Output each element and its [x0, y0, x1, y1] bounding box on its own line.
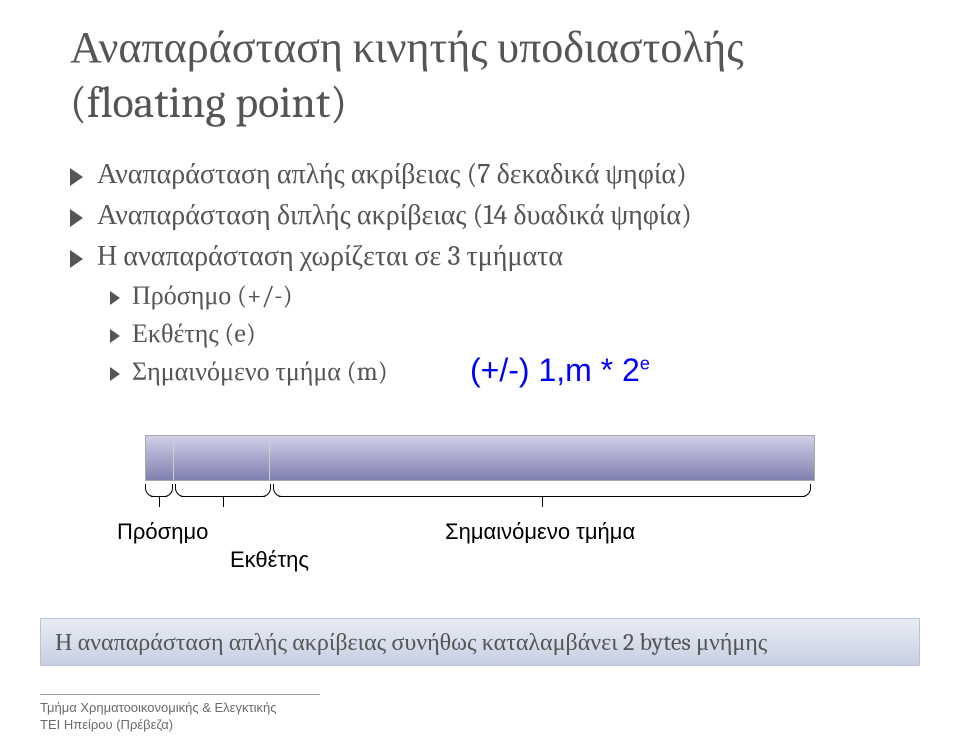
- bullet-level2: Εκθέτης (e): [110, 319, 920, 349]
- formula-exponent: e: [640, 353, 650, 373]
- formula: (+/-) 1,m * 2e: [470, 352, 650, 389]
- footer-rule: [40, 694, 320, 695]
- brace-exponent: [175, 481, 271, 509]
- segment-sign: [146, 436, 174, 480]
- bullet-text: Αναπαράσταση απλής ακρίβειας (7 δεκαδικά…: [97, 158, 687, 191]
- footer-line-2: ΤΕΙ Ηπείρου (Πρέβεζα): [40, 717, 276, 734]
- bullet-level1: Αναπαράσταση διπλής ακρίβειας (14 δυαδικ…: [70, 199, 920, 232]
- bullet-level2: Πρόσημο (+/-): [110, 281, 920, 311]
- bullet-level1: Η αναπαράσταση χωρίζεται σε 3 τμήματα: [70, 240, 920, 273]
- bullet-text: Η αναπαράσταση χωρίζεται σε 3 τμήματα: [97, 240, 563, 273]
- diagram-labels: Πρόσημο Εκθέτης Σημαινόμενο τμήμα: [145, 517, 815, 577]
- slide-title: Αναπαράσταση κινητής υποδιαστολής (float…: [70, 20, 920, 130]
- brace-row: [145, 481, 815, 517]
- bullet-text: Σημαινόμενο τμήμα (m): [132, 357, 388, 387]
- triangle-icon: [70, 209, 83, 227]
- triangle-icon: [110, 291, 120, 305]
- bullet-text: Αναπαράσταση διπλής ακρίβειας (14 δυαδικ…: [97, 199, 692, 232]
- segment-mantissa: [270, 436, 814, 480]
- label-mantissa: Σημαινόμενο τμήμα: [445, 519, 635, 545]
- label-exponent: Εκθέτης: [230, 547, 309, 573]
- footer: Τμήμα Χρηματοοικονομικής & Ελεγκτικής ΤΕ…: [40, 700, 276, 734]
- bit-bar: [145, 435, 815, 481]
- brace-mantissa: [273, 481, 811, 509]
- bullet-text: Εκθέτης (e): [132, 319, 256, 349]
- float-layout-diagram: Πρόσημο Εκθέτης Σημαινόμενο τμήμα: [145, 435, 815, 577]
- brace-sign: [145, 481, 173, 509]
- triangle-icon: [110, 329, 120, 343]
- triangle-icon: [70, 250, 83, 268]
- bullet-text: Πρόσημο (+/-): [132, 281, 293, 311]
- label-sign: Πρόσημο: [117, 519, 208, 545]
- info-bar: Η αναπαράσταση απλής ακρίβειας συνήθως κ…: [40, 618, 920, 666]
- title-line-2: (floating point): [70, 77, 347, 128]
- bullet-level1: Αναπαράσταση απλής ακρίβειας (7 δεκαδικά…: [70, 158, 920, 191]
- triangle-icon: [110, 367, 120, 381]
- slide: Αναπαράσταση κινητής υποδιαστολής (float…: [0, 0, 960, 750]
- title-line-1: Αναπαράσταση κινητής υποδιαστολής: [70, 22, 744, 73]
- segment-exponent: [174, 436, 270, 480]
- footer-line-1: Τμήμα Χρηματοοικονομικής & Ελεγκτικής: [40, 700, 276, 717]
- formula-base: (+/-) 1,m * 2: [470, 352, 640, 388]
- info-bar-text: Η αναπαράσταση απλής ακρίβειας συνήθως κ…: [55, 628, 767, 657]
- triangle-icon: [70, 168, 83, 186]
